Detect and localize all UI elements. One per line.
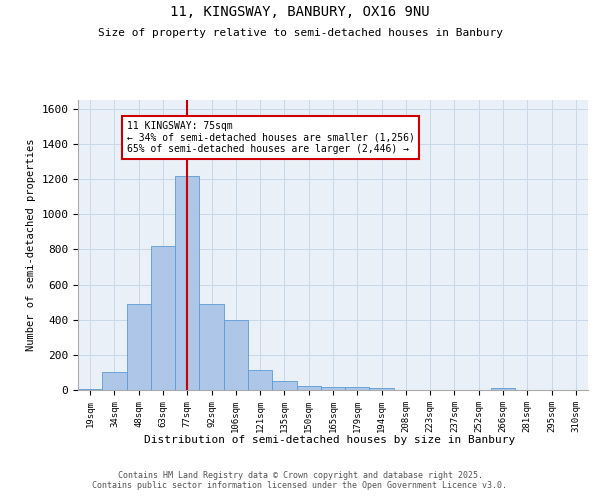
Bar xyxy=(78,389,102,390)
Bar xyxy=(296,386,321,390)
Text: 11, KINGSWAY, BANBURY, OX16 9NU: 11, KINGSWAY, BANBURY, OX16 9NU xyxy=(170,5,430,19)
Text: Size of property relative to semi-detached houses in Banbury: Size of property relative to semi-detach… xyxy=(97,28,503,38)
Bar xyxy=(127,304,151,390)
Bar xyxy=(248,370,272,390)
Bar xyxy=(345,388,370,390)
Bar xyxy=(272,381,296,390)
Bar xyxy=(175,176,199,390)
Bar xyxy=(151,246,175,390)
Bar xyxy=(370,388,394,390)
Bar xyxy=(491,388,515,390)
Text: Distribution of semi-detached houses by size in Banbury: Distribution of semi-detached houses by … xyxy=(145,435,515,445)
Bar xyxy=(224,320,248,390)
Bar xyxy=(199,304,224,390)
Bar xyxy=(321,388,345,390)
Text: 11 KINGSWAY: 75sqm
← 34% of semi-detached houses are smaller (1,256)
65% of semi: 11 KINGSWAY: 75sqm ← 34% of semi-detache… xyxy=(127,121,415,154)
Bar xyxy=(102,372,127,390)
Y-axis label: Number of semi-detached properties: Number of semi-detached properties xyxy=(26,138,36,352)
Text: Contains HM Land Registry data © Crown copyright and database right 2025.
Contai: Contains HM Land Registry data © Crown c… xyxy=(92,470,508,490)
